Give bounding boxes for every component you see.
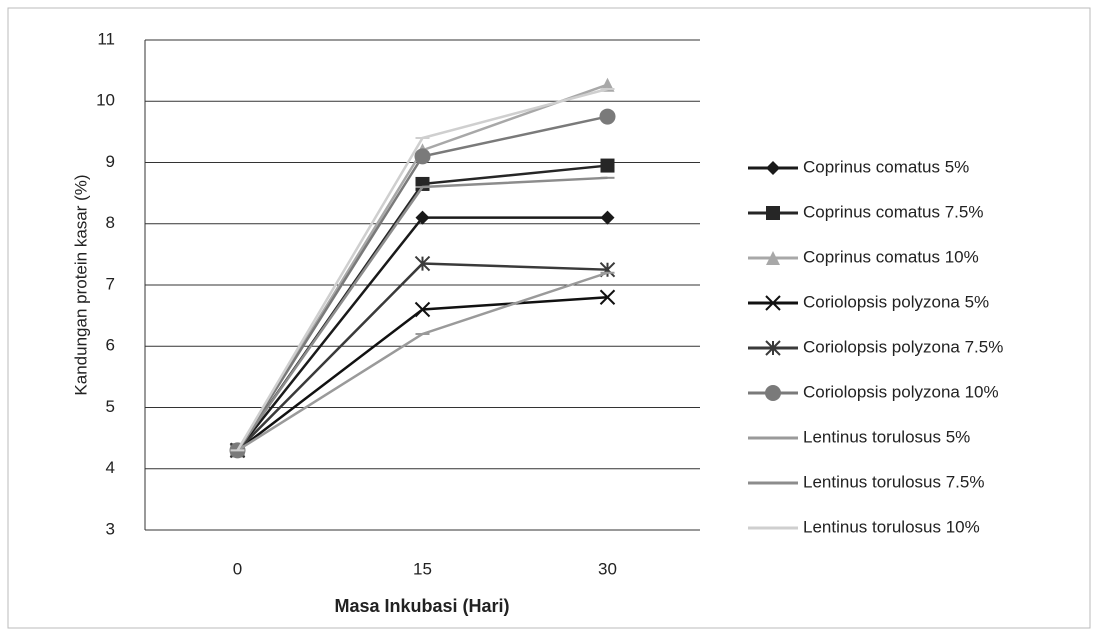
y-tick-label: 5 (106, 397, 115, 416)
legend-label: Coriolopsis polyzona 10% (803, 382, 999, 401)
y-tick-label: 3 (106, 519, 115, 538)
data-point (414, 301, 431, 318)
legend-marker (765, 295, 781, 311)
y-tick-label: 8 (106, 213, 115, 232)
y-tick-label: 7 (106, 274, 115, 293)
data-point (415, 210, 430, 225)
legend-label: Lentinus torulosus 10% (803, 517, 980, 536)
legend-marker (766, 206, 780, 220)
legend-marker (766, 161, 780, 175)
data-point (599, 289, 616, 305)
x-tick-label: 30 (598, 559, 617, 578)
legend-label: Lentinus torulosus 7.5% (803, 472, 984, 491)
legend-marker (765, 340, 781, 356)
x-axis-label: Masa Inkubasi (Hari) (334, 596, 509, 616)
data-point (414, 148, 431, 165)
data-point (599, 108, 616, 125)
legend-label: Coprinus comatus 7.5% (803, 202, 983, 221)
data-point (600, 210, 615, 225)
y-tick-label: 11 (97, 29, 115, 48)
legend-label: Coprinus comatus 10% (803, 247, 979, 266)
data-point (600, 158, 615, 173)
y-tick-label: 9 (106, 152, 115, 171)
legend-label: Coprinus comatus 5% (803, 157, 969, 176)
x-tick-label: 0 (233, 559, 242, 578)
x-tick-label: 15 (413, 559, 432, 578)
legend-label: Coriolopsis polyzona 5% (803, 292, 989, 311)
y-tick-label: 6 (106, 336, 115, 355)
legend-marker (765, 385, 781, 401)
y-tick-label: 10 (96, 91, 115, 110)
legend-marker (766, 251, 780, 265)
legend-label: Lentinus torulosus 5% (803, 427, 970, 446)
legend-label: Coriolopsis polyzona 7.5% (803, 337, 1003, 356)
chart-frame (7, 7, 1091, 629)
y-tick-label: 4 (106, 458, 115, 477)
y-axis-label: Kandungan protein kasar (%) (71, 174, 90, 395)
data-point (414, 255, 431, 272)
